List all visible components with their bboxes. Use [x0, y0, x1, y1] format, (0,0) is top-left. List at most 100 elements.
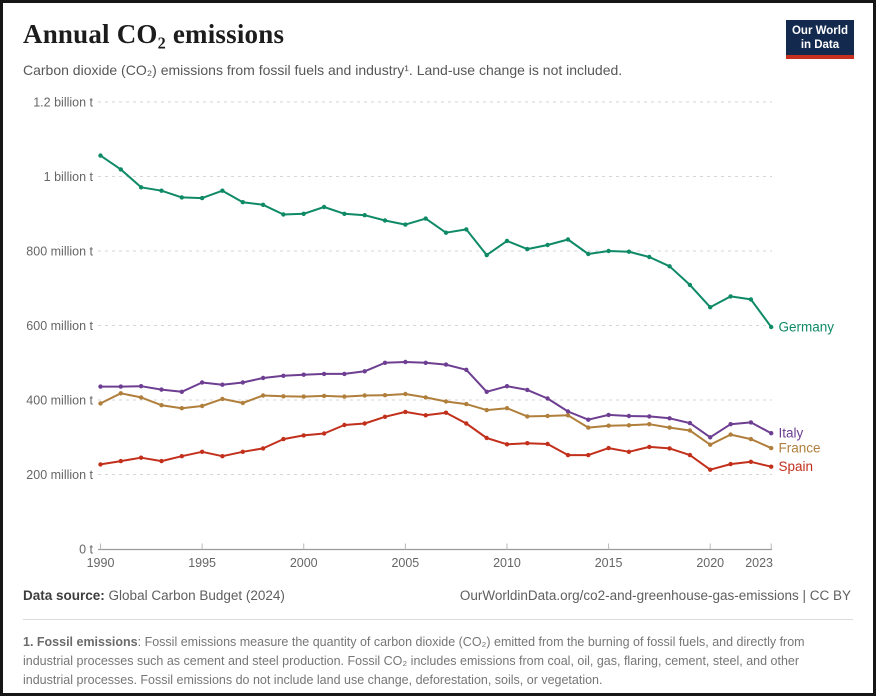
data-point-france [403, 391, 408, 397]
data-point-germany [382, 218, 388, 223]
x-axis-tick-label: 2000 [290, 556, 318, 570]
data-point-italy [464, 367, 469, 372]
data-point-italy [728, 422, 733, 427]
page-title: Annual CO₂ emissions [23, 19, 285, 49]
data-point-germany [362, 213, 367, 218]
data-point-italy [98, 384, 103, 389]
data-point-spain [586, 452, 591, 458]
data-point-spain [199, 449, 205, 454]
data-point-spain [708, 467, 713, 472]
series-label-france: France [779, 441, 821, 456]
data-point-spain [769, 464, 774, 469]
data-point-italy [423, 360, 428, 365]
data-point-germany [504, 238, 510, 244]
data-point-italy [748, 420, 754, 425]
data-point-france [443, 399, 449, 404]
data-point-germany [443, 230, 449, 235]
data-point-germany [138, 185, 144, 190]
data-point-italy [667, 416, 672, 421]
data-point-germany [403, 222, 408, 227]
data-point-germany [159, 188, 164, 193]
series-line-germany [99, 154, 773, 328]
data-point-italy [260, 375, 266, 381]
data-point-germany [687, 282, 693, 288]
data-point-italy [484, 389, 489, 394]
y-axis-tick-label: 1.2 billion t [33, 96, 93, 110]
y-axis-tick-label: 800 million t [26, 245, 93, 259]
data-point-france [586, 425, 591, 430]
data-point-germany [708, 305, 713, 310]
series-line-spain [99, 410, 773, 471]
data-point-france [565, 413, 571, 418]
data-point-germany [342, 211, 347, 216]
data-point-france [484, 407, 489, 413]
footnote-lead: 1. Fossil emissions [23, 635, 138, 649]
data-point-germany [179, 195, 184, 200]
data-point-germany [545, 242, 550, 248]
data-point-italy [606, 412, 611, 418]
footnote-text: : Fossil emissions measure the quantity … [23, 635, 805, 687]
data-point-france [342, 394, 347, 399]
data-point-italy [342, 371, 347, 377]
data-point-germany [484, 252, 489, 258]
data-point-germany [260, 202, 266, 207]
data-point-france [748, 436, 754, 442]
data-point-france [626, 423, 632, 428]
x-axis-tick-label: 2015 [595, 556, 623, 570]
data-point-germany [647, 254, 652, 260]
data-point-spain [281, 436, 286, 442]
data-point-france [199, 403, 205, 409]
data-point-italy [301, 372, 306, 377]
owid-logo-line2: in Data [800, 38, 840, 51]
data-point-italy [687, 420, 693, 426]
data-point-germany [281, 212, 286, 217]
data-point-spain [606, 445, 611, 451]
data-point-france [769, 445, 774, 451]
data-point-italy [565, 409, 571, 414]
data-point-germany [321, 204, 327, 210]
x-axis-tick-label: 1995 [188, 556, 216, 570]
data-point-spain [220, 454, 225, 459]
footnote: 1. Fossil emissions: Fossil emissions me… [23, 633, 841, 690]
data-point-germany [118, 167, 124, 172]
data-point-spain [260, 446, 266, 451]
owid-logo[interactable]: Our World in Data [785, 20, 854, 60]
data-point-italy [118, 384, 124, 389]
data-point-spain [301, 433, 306, 438]
data-point-germany [199, 195, 205, 201]
y-axis-tick-label: 400 million t [26, 394, 93, 408]
x-axis-tick-label: 2005 [391, 556, 419, 570]
y-axis-tick-label: 0 t [79, 543, 93, 557]
data-point-germany [301, 211, 306, 216]
data-point-germany [667, 264, 672, 269]
data-point-germany [220, 188, 225, 193]
data-point-germany [423, 216, 428, 221]
data-point-france [606, 423, 611, 428]
data-point-spain [98, 462, 103, 467]
data-point-italy [240, 380, 245, 385]
data-point-france [647, 422, 652, 427]
data-source-line: Data source: Global Carbon Budget (2024) [23, 588, 285, 603]
data-point-italy [138, 384, 144, 389]
data-point-italy [626, 413, 632, 419]
data-point-spain [565, 452, 571, 458]
data-point-france [281, 394, 286, 399]
data-point-italy [362, 369, 367, 374]
data-point-france [260, 393, 266, 398]
data-source-label: Data source: [23, 588, 105, 603]
data-point-spain [647, 444, 652, 450]
data-point-spain [179, 454, 184, 459]
data-point-italy [179, 389, 184, 394]
x-axis-tick-label: 1990 [87, 556, 115, 570]
data-point-italy [199, 380, 205, 385]
data-point-spain [321, 431, 327, 436]
data-source-value: Global Carbon Budget (2024) [108, 588, 285, 603]
data-point-italy [545, 396, 550, 401]
emissions-line-chart: 0 t 200 million t 400 million t 600 million… [26, 96, 834, 571]
data-point-italy [769, 431, 774, 436]
data-point-italy [281, 373, 286, 378]
owid-url-license[interactable]: OurWorldinData.org/co2-and-greenhouse-ga… [459, 588, 851, 603]
chart-subtitle: Carbon dioxide (CO₂) emissions from foss… [23, 62, 623, 78]
data-point-italy [708, 435, 713, 440]
